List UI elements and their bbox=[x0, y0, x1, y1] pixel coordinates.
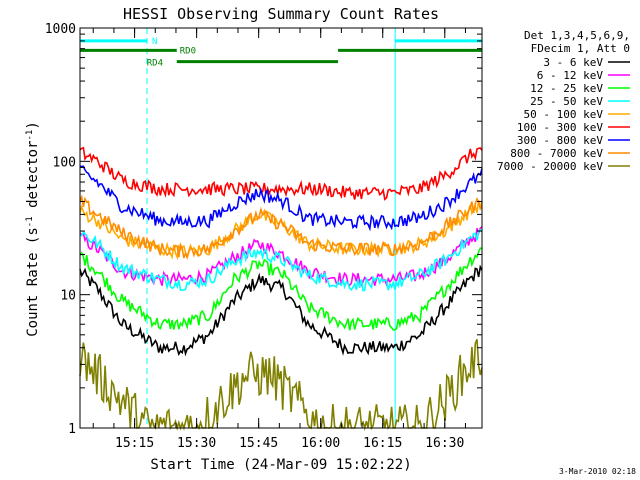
axes: 1 10 100 1000 15:15 15:30 15:45 16:00 16:15 16:30 bbox=[45, 22, 483, 451]
x-axis-label: Start Time (24-Mar-09 15:02:22) bbox=[150, 457, 411, 473]
state-label-rd4: RD4 bbox=[147, 59, 163, 69]
legend-label-50-100-kev: 50 - 100 keV bbox=[524, 108, 604, 121]
x-tick-label-15:45: 15:45 bbox=[239, 436, 278, 451]
legend-label-7000-20000-kev: 7000 - 20000 keV bbox=[497, 160, 603, 173]
y-tick-label-100: 100 bbox=[53, 155, 76, 170]
legend-header-0: Det 1,3,4,5,6,9, bbox=[524, 29, 630, 42]
x-tick-label-16:00: 16:00 bbox=[301, 436, 340, 451]
legend: Det 1,3,4,5,6,9,FDecim 1, Att 03 - 6 keV… bbox=[497, 29, 630, 173]
series-line-3-6-kev bbox=[79, 264, 483, 357]
y-tick-label-1: 1 bbox=[68, 422, 76, 437]
series-line-12-25-kev bbox=[79, 247, 483, 331]
footer-timestamp: 3-Mar-2010 02:18 bbox=[559, 467, 636, 476]
legend-label-800-7000-kev: 800 - 7000 keV bbox=[510, 147, 603, 160]
plot-frame bbox=[79, 27, 483, 429]
legend-header-1: FDecim 1, Att 0 bbox=[531, 42, 630, 55]
x-tick-label-16:30: 16:30 bbox=[425, 436, 464, 451]
state-label-rd0: RD0 bbox=[180, 46, 196, 56]
series-line-800-7000-kev bbox=[79, 194, 483, 260]
series-line-7000-20000-kev bbox=[79, 339, 483, 432]
y-axis-label: Count Rate (s-1 detector-1) bbox=[25, 121, 41, 337]
legend-label-6-12-kev: 6 - 12 keV bbox=[537, 69, 604, 82]
plot-area: N RD0 RD4 bbox=[79, 28, 483, 432]
series-line-300-800-kev bbox=[80, 165, 483, 232]
legend-label-25-50-kev: 25 - 50 keV bbox=[530, 95, 603, 108]
legend-label-100-300-kev: 100 - 300 keV bbox=[517, 121, 603, 134]
y-tick-label-1000: 1000 bbox=[45, 22, 76, 37]
y-tick-label-10: 10 bbox=[60, 289, 76, 304]
legend-label-3-6-kev: 3 - 6 keV bbox=[543, 56, 603, 69]
series-line-100-300-kev bbox=[79, 146, 483, 201]
state-label-n: N bbox=[152, 37, 157, 47]
x-tick-label-15:30: 15:30 bbox=[177, 436, 216, 451]
series-line-25-50-kev bbox=[79, 228, 483, 292]
legend-label-300-800-kev: 300 - 800 keV bbox=[517, 134, 603, 147]
x-tick-label-15:15: 15:15 bbox=[115, 436, 154, 451]
legend-label-12-25-kev: 12 - 25 keV bbox=[530, 82, 603, 95]
chart-title: HESSI Observing Summary Count Rates bbox=[123, 5, 439, 23]
x-tick-label-16:15: 16:15 bbox=[363, 436, 402, 451]
